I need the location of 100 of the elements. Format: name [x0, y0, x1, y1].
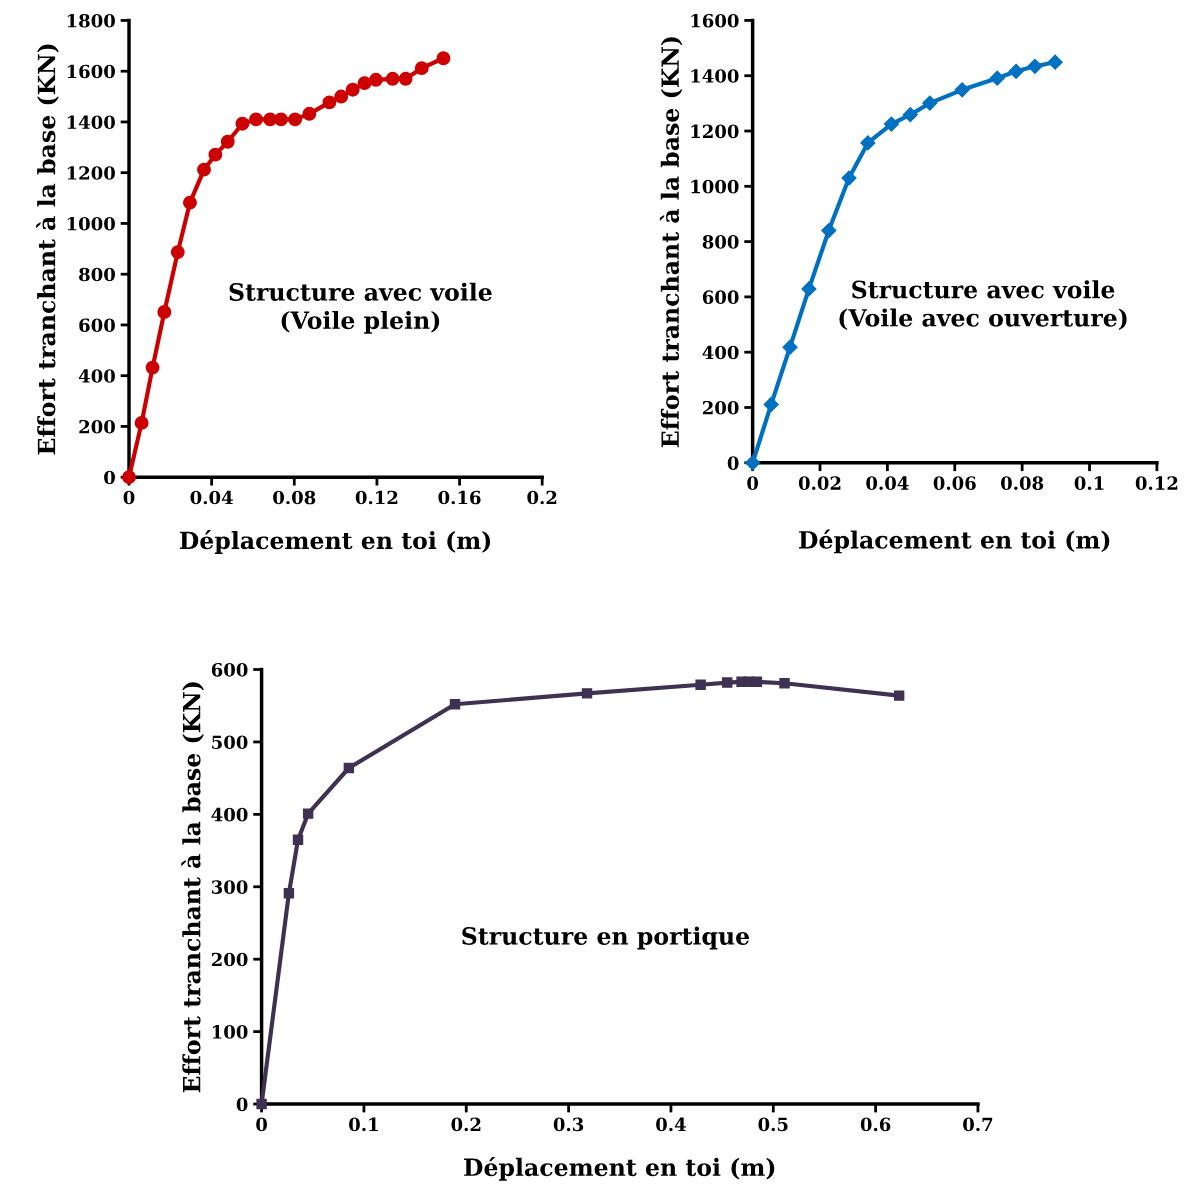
x-tick-label: 0.2 — [527, 490, 557, 505]
point — [893, 690, 905, 701]
point — [695, 679, 706, 690]
y-tick-label: 500 — [212, 735, 248, 750]
point — [779, 678, 790, 689]
point — [385, 71, 400, 86]
x-tick-label: 0.04 — [866, 476, 909, 490]
x-tick-label: 0.06 — [933, 476, 976, 490]
annotation: Structure avec voile (Voile avec ouverture) — [839, 280, 1127, 331]
y-tick-label: 1000 — [691, 179, 739, 194]
y-tick-label: 1400 — [691, 69, 739, 83]
point — [157, 305, 172, 319]
point — [751, 676, 763, 688]
y-tick-label: 600 — [702, 290, 739, 305]
y-tick-label: 1600 — [67, 64, 115, 79]
point — [357, 76, 372, 91]
y-tick-label: 1600 — [691, 13, 739, 28]
y-tick-label: 1800 — [67, 13, 115, 28]
point — [581, 688, 593, 699]
point — [288, 112, 303, 127]
point — [302, 808, 314, 819]
x-tick-label: 0.16 — [438, 490, 481, 505]
y-tick-label: 0 — [727, 456, 739, 470]
point — [170, 245, 185, 260]
y-tick-label: 200 — [211, 952, 248, 967]
point — [1027, 58, 1043, 74]
x-axis-title: Déplacement en toi (m) — [464, 1156, 775, 1181]
y-tick-label: 400 — [702, 345, 739, 360]
point — [343, 762, 355, 774]
x-tick-label: 0.1 — [349, 1117, 378, 1132]
point — [398, 71, 413, 86]
point — [954, 82, 970, 98]
y-tick-label: 1200 — [67, 166, 115, 180]
y-tick-label: 0 — [236, 1097, 248, 1112]
x-tick-label: 0.1 — [1074, 476, 1104, 490]
annotation: Structure avec voile (Voile plein) — [229, 282, 492, 334]
point — [763, 396, 779, 413]
point — [197, 162, 211, 177]
point — [860, 135, 876, 151]
y-tick-label: 1400 — [67, 115, 115, 130]
x-tick-label: 0.4 — [656, 1117, 686, 1132]
point — [274, 112, 289, 127]
point — [821, 222, 837, 239]
point — [1047, 54, 1063, 70]
x-tick-label: 0.12 — [355, 490, 398, 505]
y-tick-label: 100 — [212, 1025, 248, 1039]
x-tick-label: 0.08 — [1001, 476, 1044, 490]
point — [902, 107, 918, 123]
point — [183, 195, 197, 210]
point — [414, 61, 429, 76]
x-tick-label: 0.2 — [451, 1117, 481, 1132]
point — [883, 116, 900, 132]
x-tick-label: 0.5 — [758, 1117, 788, 1132]
point — [841, 170, 857, 186]
x-tick-label: 0.08 — [273, 490, 316, 505]
point — [302, 106, 317, 121]
point — [368, 72, 383, 87]
y-tick-label: 800 — [702, 235, 739, 249]
x-tick-label: 0.04 — [190, 490, 233, 505]
y-tick-label: 400 — [211, 807, 248, 822]
y-tick-label: 200 — [702, 400, 739, 415]
point — [782, 339, 798, 355]
point — [220, 134, 235, 149]
point — [334, 89, 349, 104]
y-tick-label: 600 — [79, 318, 115, 333]
x-tick-label: 0.3 — [553, 1117, 584, 1132]
y-axis-title: Effort tranchant à la base (KN) — [181, 682, 204, 1093]
x-axis-title: Déplacement en toi (m) — [179, 530, 491, 554]
y-tick-label: 300 — [211, 880, 248, 894]
y-tick-label: 600 — [211, 662, 248, 677]
x-tick-label: 0 — [123, 490, 135, 505]
point — [922, 95, 938, 111]
y-tick-label: 1000 — [67, 216, 115, 231]
y-tick-label: 400 — [78, 369, 115, 383]
point — [322, 95, 337, 110]
point — [801, 281, 817, 297]
y-axis-title: Effort tranchant à la base (KN) — [659, 37, 683, 448]
x-tick-label: 0 — [256, 1117, 268, 1132]
x-tick-label: 0.02 — [798, 476, 841, 490]
point — [283, 888, 295, 899]
annotation: Structure en portique — [462, 926, 750, 950]
y-tick-label: 800 — [79, 267, 115, 282]
point — [989, 70, 1005, 86]
y-axis-title: Effort tranchant à la base (KN) — [36, 44, 59, 455]
point — [208, 147, 223, 162]
x-tick-label: 0.7 — [963, 1117, 993, 1132]
point — [292, 834, 304, 845]
point — [449, 699, 461, 710]
y-tick-label: 1200 — [691, 124, 739, 139]
point — [436, 51, 451, 66]
point — [249, 112, 264, 127]
x-tick-label: 0.6 — [860, 1117, 891, 1132]
point — [345, 82, 360, 97]
x-tick-label: 0.12 — [1135, 476, 1178, 490]
point — [1008, 63, 1024, 79]
x-tick-label: 0 — [747, 476, 759, 490]
y-tick-label: 200 — [79, 419, 115, 434]
point — [235, 116, 250, 131]
point — [145, 360, 160, 375]
point — [722, 677, 733, 688]
